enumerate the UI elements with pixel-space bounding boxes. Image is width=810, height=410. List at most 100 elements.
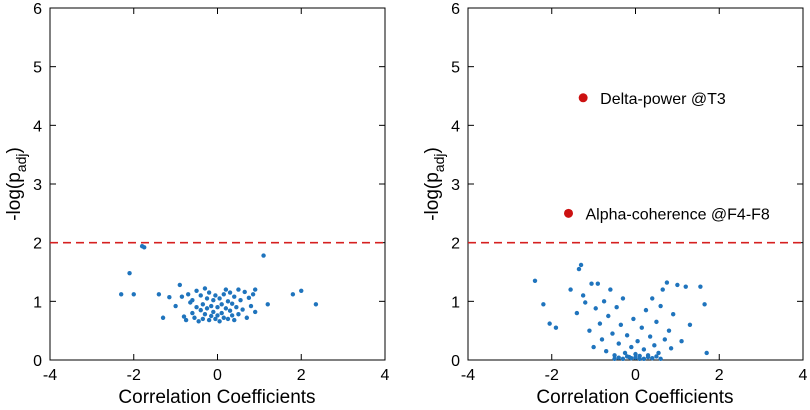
data-point [127, 270, 132, 276]
data-point [670, 312, 676, 317]
data-point [553, 325, 559, 330]
data-point [223, 287, 229, 292]
data-point [250, 292, 256, 297]
data-point [643, 307, 649, 313]
data-point [624, 333, 630, 338]
data-point [211, 297, 216, 303]
right-y-tick-label: 0 [451, 353, 460, 370]
data-point [177, 282, 183, 288]
data-point [246, 295, 252, 301]
data-point [223, 306, 229, 311]
data-point [252, 287, 258, 292]
data-point [633, 355, 638, 360]
data-point [173, 303, 178, 309]
data-point [675, 282, 680, 288]
data-point [204, 296, 210, 301]
data-point [601, 299, 607, 304]
data-point [196, 319, 201, 324]
data-point [666, 328, 672, 333]
data-point [668, 346, 674, 351]
right-x-tick-label: -2 [545, 367, 559, 384]
data-point [213, 316, 218, 322]
data-point [599, 337, 605, 342]
left-x-axis-title: Correlation Coefficients [118, 387, 315, 408]
data-point [635, 339, 640, 344]
data-point [215, 313, 220, 318]
data-point [629, 356, 634, 361]
data-point [236, 287, 241, 292]
data-point [225, 299, 231, 304]
right-x-axis-title: Correlation Coefficients [536, 387, 733, 408]
data-point [679, 339, 684, 344]
highlighted-point [564, 208, 573, 218]
right-x-tick-label: 2 [715, 367, 724, 384]
left-y-tick-label: 0 [33, 353, 42, 370]
data-point [662, 337, 668, 342]
left-x-tick-label: 0 [213, 367, 222, 384]
data-point [252, 309, 258, 315]
left-y-tick-label: 1 [33, 294, 42, 311]
data-point [198, 293, 203, 298]
data-point [622, 350, 628, 356]
data-point [219, 310, 224, 316]
data-point [645, 354, 651, 360]
data-point [698, 284, 703, 289]
data-point [131, 292, 136, 297]
data-point [215, 305, 220, 310]
right-x-tick-label: -4 [461, 367, 475, 384]
data-point [576, 266, 582, 272]
data-point [639, 325, 644, 330]
right-y-tick-label: 1 [451, 294, 460, 311]
data-point [656, 350, 661, 356]
data-point [227, 308, 233, 313]
data-point [183, 317, 189, 323]
data-point [200, 302, 206, 307]
data-point [637, 353, 642, 359]
data-point [221, 292, 226, 297]
left-y-tick-label: 2 [33, 236, 42, 253]
data-point [610, 331, 615, 336]
data-point [612, 353, 617, 358]
data-point [633, 351, 638, 357]
data-point [608, 287, 613, 292]
data-point [217, 296, 222, 301]
data-point [687, 322, 693, 327]
data-point [606, 313, 611, 319]
data-point [313, 302, 319, 307]
left-x-tick-label: -4 [43, 367, 57, 384]
data-point [578, 262, 584, 268]
data-point [211, 309, 216, 315]
data-point [209, 303, 214, 309]
data-point [612, 356, 617, 362]
left-x-tick-label: -2 [127, 367, 141, 384]
data-point [597, 321, 603, 326]
right-y-tick-label: 2 [451, 236, 460, 253]
data-point [236, 312, 241, 317]
data-point [614, 305, 619, 310]
data-point [658, 303, 663, 309]
data-point [234, 305, 239, 310]
data-point [290, 292, 296, 297]
left-y-axis-title: -log(padj) [4, 147, 29, 221]
data-point [624, 354, 630, 359]
data-point [227, 290, 233, 295]
right-plot-frame [467, 7, 804, 361]
data-point [580, 293, 586, 298]
data-point [261, 253, 266, 258]
data-point [650, 296, 655, 301]
data-point [232, 294, 237, 299]
data-point [683, 284, 688, 289]
data-point [647, 334, 653, 339]
highlight-label: Alpha-coherence @F4-F8 [586, 206, 770, 223]
data-point [593, 306, 598, 311]
highlighted-point [578, 93, 588, 103]
data-point [221, 315, 226, 320]
data-point [591, 344, 596, 350]
data-point [299, 288, 304, 293]
data-point [654, 319, 659, 325]
data-point [242, 289, 247, 295]
data-point [202, 286, 208, 291]
data-point [194, 288, 199, 293]
